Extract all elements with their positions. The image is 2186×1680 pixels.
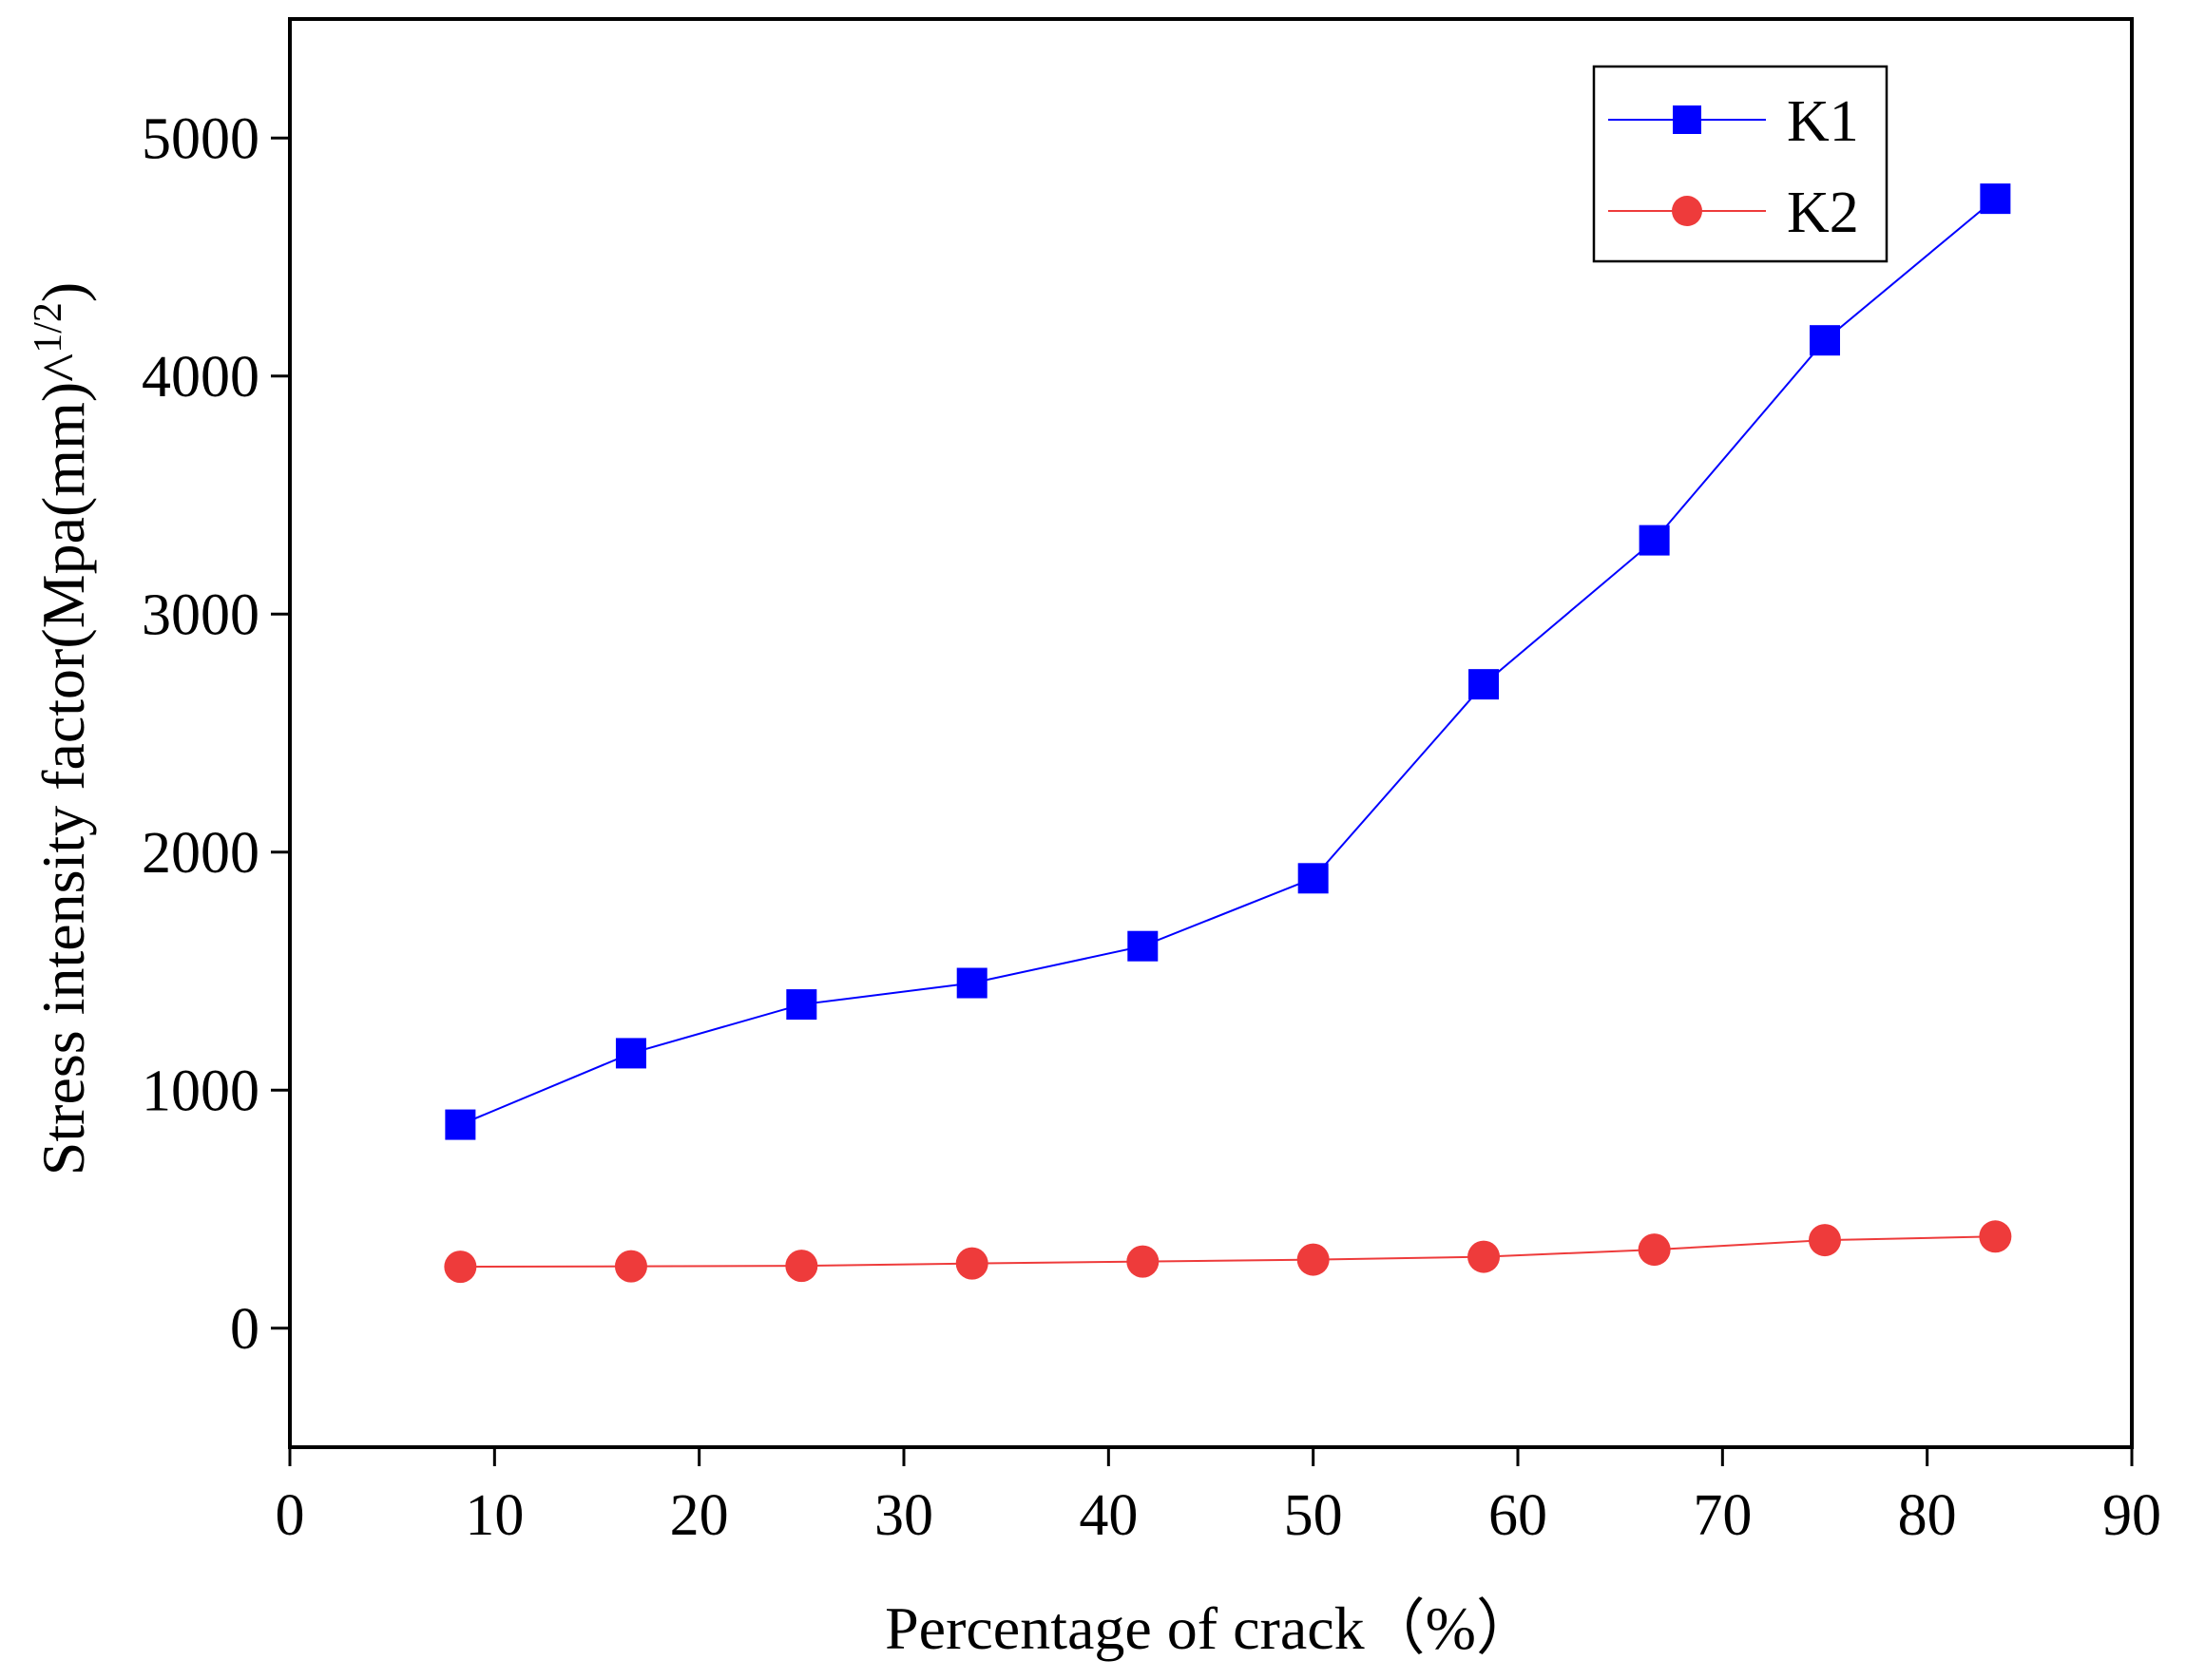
data-point-k2 — [955, 1247, 988, 1280]
legend-label-k1: K1 — [1787, 89, 1859, 154]
data-point-k1 — [1127, 930, 1159, 962]
x-tick-label: 60 — [1488, 1483, 1547, 1548]
data-point-k1 — [615, 1038, 646, 1069]
y-tick-label: 4000 — [142, 345, 259, 410]
legend-marker-k2 — [1672, 196, 1702, 226]
data-point-k1 — [1810, 325, 1840, 356]
y-tick-label: 3000 — [142, 582, 259, 647]
y-axis-title-close: ) — [29, 282, 97, 302]
x-tick-label: 20 — [670, 1483, 729, 1548]
x-tick-label: 30 — [874, 1483, 933, 1548]
legend-marker-k1 — [1673, 105, 1701, 134]
y-tick-label: 0 — [230, 1297, 259, 1362]
legend: K1 K2 — [1592, 65, 1889, 263]
series-line-k2 — [460, 1235, 1996, 1269]
data-point-k1 — [956, 967, 988, 999]
x-axis-title: Percentage of crack（%） — [885, 1594, 1537, 1662]
x-tick-label: 80 — [1898, 1483, 1957, 1548]
x-tick-label: 10 — [465, 1483, 524, 1548]
x-tick-label: 0 — [276, 1483, 305, 1548]
data-point-k1 — [1639, 525, 1670, 556]
x-tick-label: 70 — [1693, 1483, 1752, 1548]
y-tick-label: 1000 — [142, 1059, 259, 1123]
y-axis: 0 1000 2000 3000 4000 5000 — [142, 106, 290, 1362]
x-tick-label: 50 — [1284, 1483, 1343, 1548]
data-point-k1 — [1297, 863, 1329, 894]
data-point-k2 — [785, 1250, 818, 1283]
x-tick-label: 90 — [2102, 1483, 2161, 1548]
data-point-k1 — [786, 989, 817, 1021]
plot-frame — [288, 17, 2134, 1449]
series-layer — [444, 183, 2012, 1284]
data-point-k1 — [1980, 183, 2011, 215]
y-tick-label: 5000 — [142, 106, 259, 171]
y-axis-title: Stress intensity factor(Mpa(mm)^1/2) — [27, 282, 97, 1175]
y-tick-label: 2000 — [142, 821, 259, 886]
data-point-k2 — [1467, 1240, 1501, 1273]
data-point-k2 — [1638, 1233, 1671, 1267]
data-point-k2 — [1979, 1220, 2012, 1253]
y-axis-title-superscript: 1/2 — [27, 302, 70, 353]
legend-box — [1592, 65, 1889, 263]
data-point-k2 — [1296, 1243, 1330, 1276]
data-point-k2 — [1809, 1224, 1841, 1257]
data-point-k1 — [1468, 669, 1500, 700]
x-axis: 0 10 20 30 40 50 60 70 80 90 — [276, 1447, 2161, 1548]
data-point-k2 — [614, 1250, 647, 1283]
data-point-k1 — [445, 1109, 476, 1140]
data-point-k2 — [1126, 1245, 1160, 1278]
series-line-k1 — [459, 198, 1997, 1126]
data-point-k2 — [444, 1250, 477, 1284]
x-tick-label: 40 — [1079, 1483, 1138, 1548]
legend-label-k2: K2 — [1787, 181, 1859, 245]
y-axis-title-base: Stress intensity factor(Mpa(mm)^ — [29, 353, 97, 1175]
